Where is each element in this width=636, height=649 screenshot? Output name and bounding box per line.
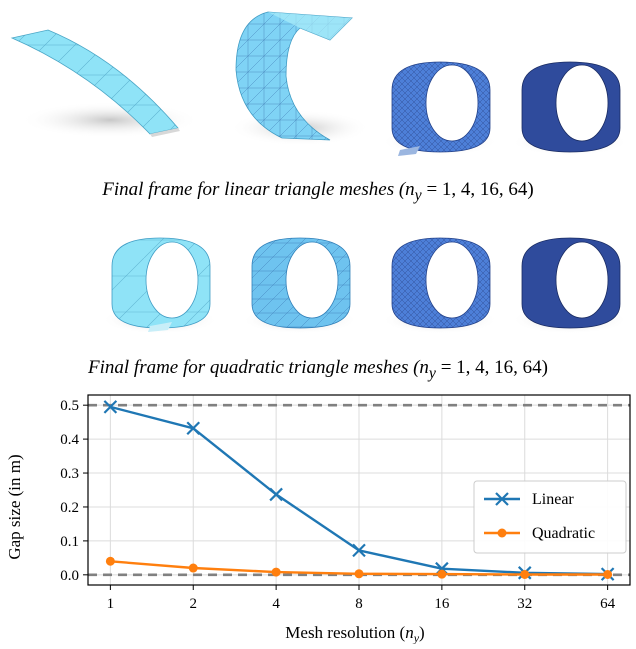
- caption-var: n: [405, 179, 415, 200]
- quadratic-panel-3: [382, 237, 498, 334]
- data-point-quadratic: [105, 556, 115, 566]
- data-point-linear: [269, 487, 283, 502]
- data-point-quadratic: [188, 563, 198, 573]
- linear-panel-3: [382, 61, 498, 156]
- legend-label-linear: Linear: [532, 491, 574, 508]
- quadratic-panel-4: [512, 237, 628, 334]
- linear-panel-2: [230, 11, 370, 146]
- data-point-linear: [103, 400, 118, 414]
- linear-panel-1: [10, 29, 200, 138]
- caption-suffix: = 1, 4, 16, 64): [435, 357, 548, 378]
- quadratic-mesh-renders: [0, 222, 636, 350]
- data-point-linear: [186, 421, 201, 436]
- x-tick-label: 64: [600, 596, 616, 612]
- quadratic-panel-1: [102, 237, 218, 334]
- x-tick-label: 4: [272, 596, 280, 612]
- data-point-quadratic: [437, 569, 447, 579]
- linear-mesh-panels: [10, 11, 628, 156]
- x-axis-label-var: n: [405, 623, 414, 642]
- x-tick-label: 8: [355, 596, 363, 612]
- x-tick-label: 1: [107, 596, 115, 612]
- linear-panel-4: [512, 61, 628, 156]
- data-point-linear: [352, 543, 366, 558]
- x-axis-label-close: ): [419, 623, 425, 642]
- legend-item-quadratic: Quadratic: [484, 525, 595, 542]
- y-ticks: 0.0 0.1 0.2 0.3 0.4 0.5: [60, 398, 88, 584]
- legend: Linear Quadratic: [473, 480, 627, 554]
- caption-var: n: [419, 357, 429, 378]
- quadratic-caption: Final frame for quadratic triangle meshe…: [0, 357, 636, 385]
- x-tick-label: 16: [434, 596, 450, 612]
- quadratic-caption-prefix: Final frame for quadratic triangle meshe…: [88, 357, 420, 378]
- quadratic-mesh-panels: [102, 237, 628, 334]
- legend-label-quadratic: Quadratic: [532, 525, 595, 542]
- x-tick-label: 2: [190, 596, 198, 612]
- legend-marker-linear: [495, 492, 509, 506]
- series-quadratic: [105, 556, 613, 579]
- gap-size-chart: 0.0 0.1 0.2 0.3 0.4 0.5 1 2 4 8 16 32 64 Gap size (…: [0, 388, 636, 645]
- x-axis-label: Mesh resolution (ny): [285, 623, 424, 644]
- legend-marker-quadratic: [497, 528, 507, 538]
- x-axis-label-main: Mesh resolution (: [285, 623, 405, 642]
- x-axis-label-sub: y: [413, 631, 420, 644]
- data-point-quadratic: [603, 569, 613, 579]
- data-point-quadratic: [271, 567, 281, 577]
- quadratic-panel-2: [242, 237, 358, 334]
- y-tick-label: 0.1: [60, 534, 79, 550]
- caption-sub: y: [428, 364, 436, 382]
- caption-suffix: = 1, 4, 16, 64): [421, 179, 534, 200]
- caption-sub: y: [414, 186, 422, 204]
- legend-item-linear: Linear: [484, 491, 574, 508]
- y-tick-label: 0.5: [60, 398, 79, 414]
- y-axis-label: Gap size (in m): [5, 454, 24, 559]
- x-ticks: 1 2 4 8 16 32 64: [107, 585, 616, 612]
- data-point-quadratic: [520, 569, 530, 579]
- x-tick-label: 32: [517, 596, 532, 612]
- series-layer: [103, 400, 615, 581]
- y-tick-label: 0.3: [60, 466, 79, 482]
- data-point-quadratic: [354, 569, 364, 579]
- y-tick-label: 0.2: [60, 500, 79, 516]
- linear-caption: Final frame for linear triangle meshes (…: [0, 179, 636, 207]
- chart-svg: 0.0 0.1 0.2 0.3 0.4 0.5 1 2 4 8 16 32 64 Gap size (…: [5, 394, 631, 645]
- y-tick-label: 0.4: [60, 432, 79, 448]
- linear-mesh-renders: [0, 0, 636, 172]
- linear-caption-prefix: Final frame for linear triangle meshes (: [102, 179, 406, 200]
- y-tick-label: 0.0: [60, 568, 79, 584]
